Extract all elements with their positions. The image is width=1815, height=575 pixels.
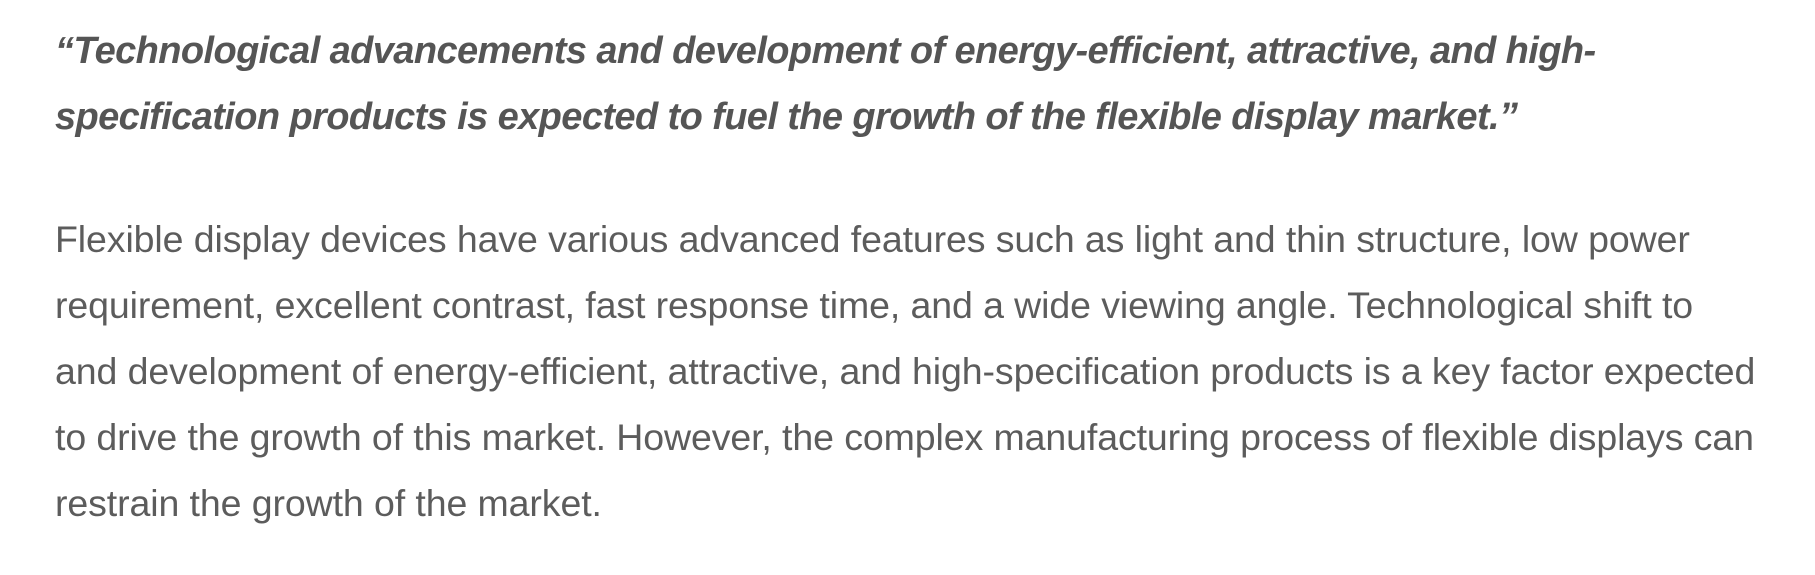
body-paragraph: Flexible display devices have various ad…	[55, 218, 1756, 524]
pull-quote: “Technological advancements and developm…	[55, 30, 1596, 138]
